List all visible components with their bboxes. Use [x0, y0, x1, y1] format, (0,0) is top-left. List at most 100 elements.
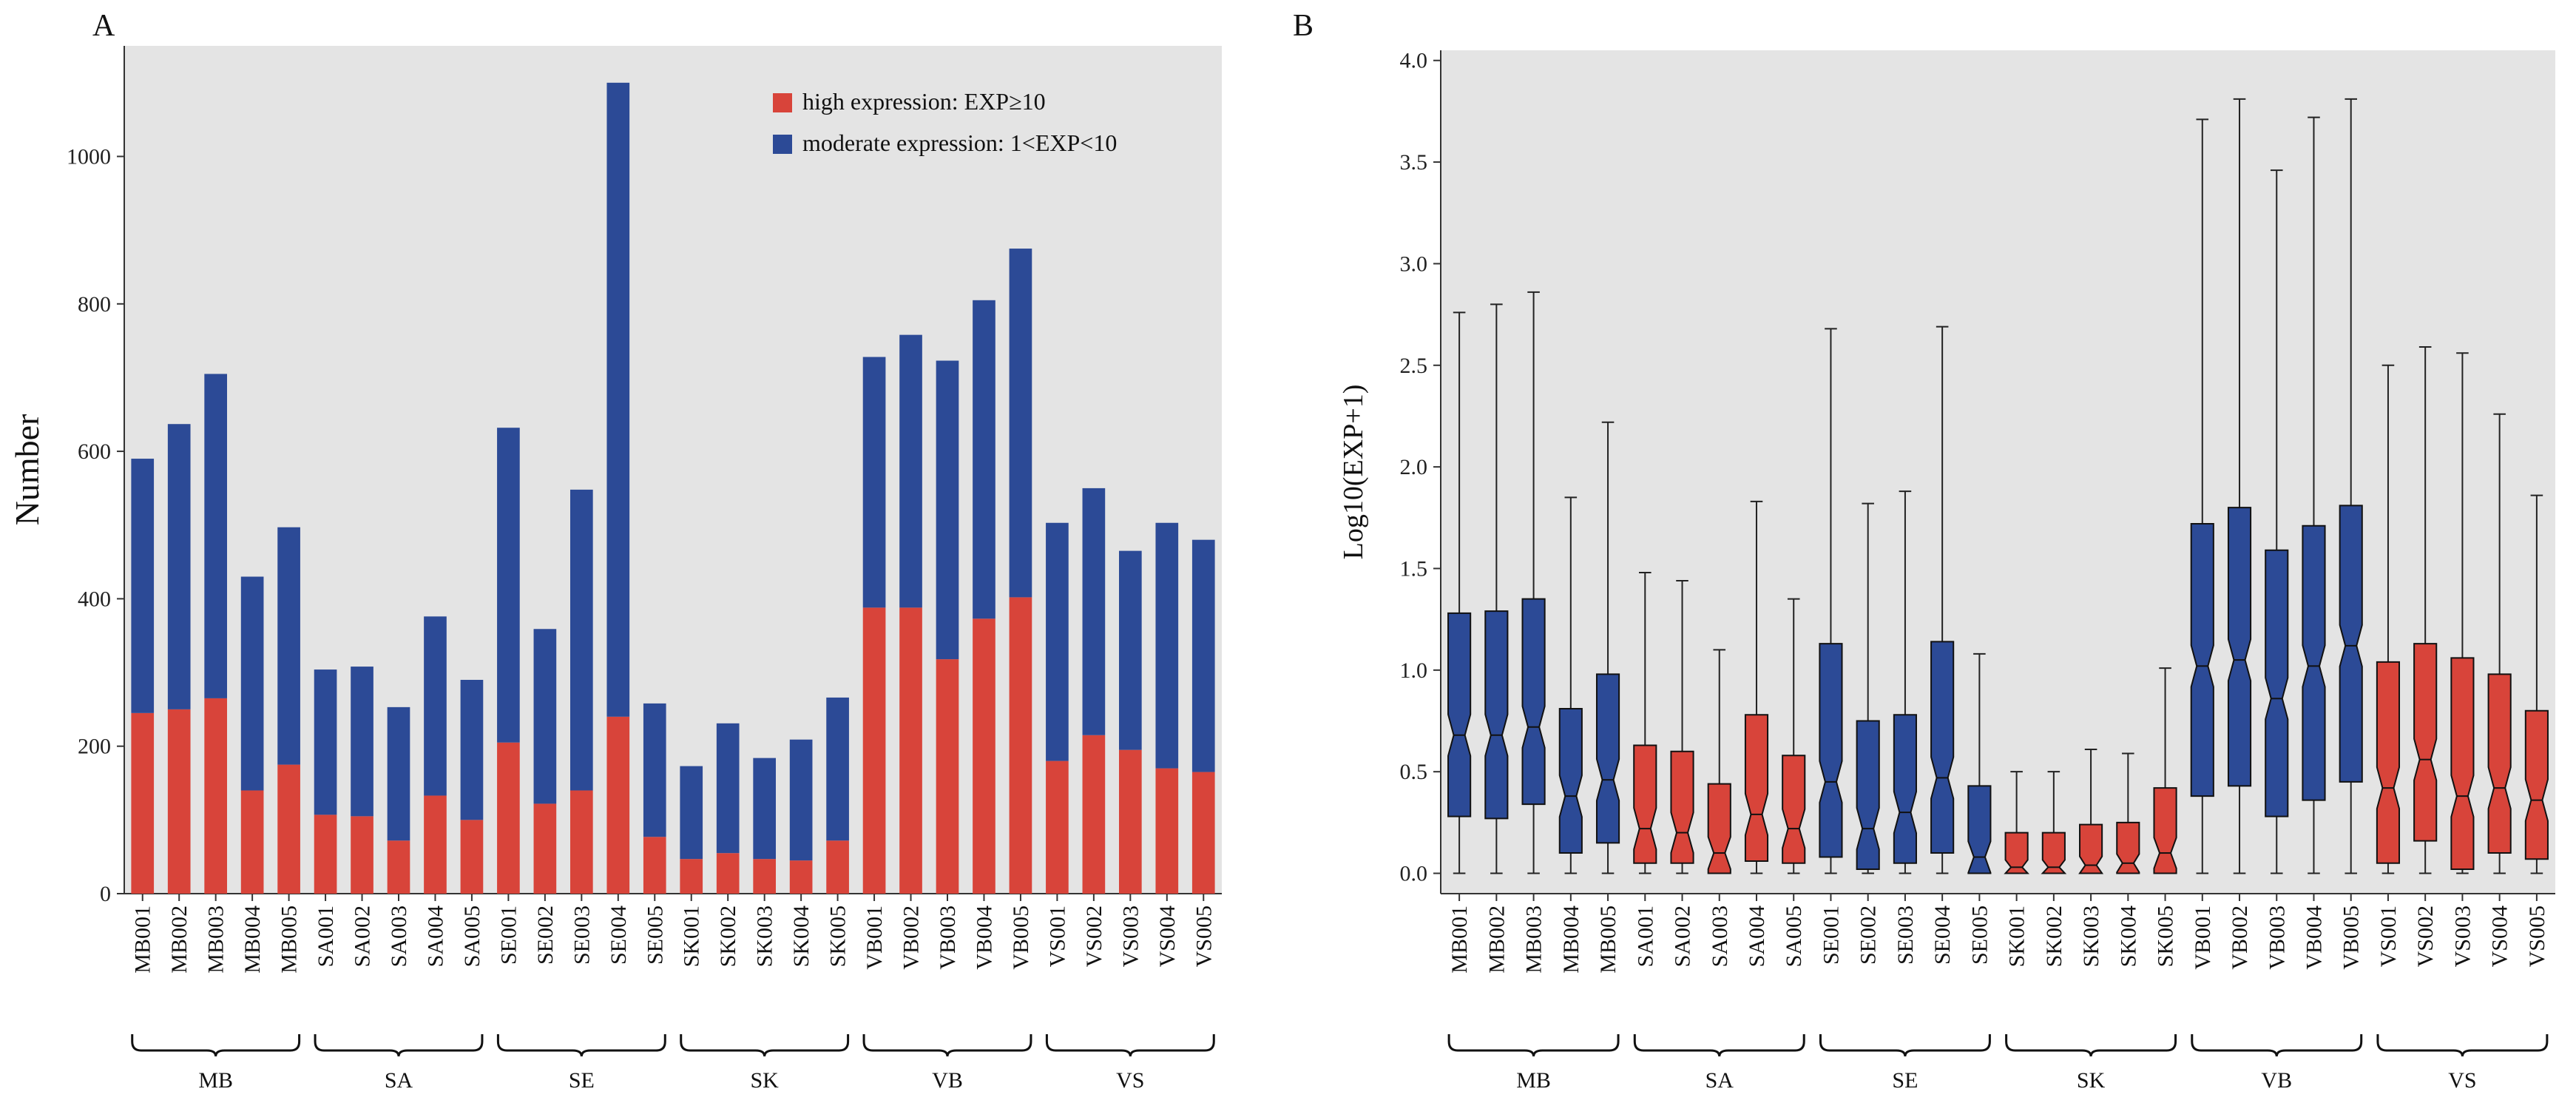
panel-b-x-tick-label: VS002 [2413, 905, 2438, 967]
panel-a-x-tick-label: SK004 [789, 905, 814, 967]
panel-a-bar-high-SK003 [753, 859, 777, 894]
panel-a-bar-high-VB004 [973, 618, 995, 894]
panel-b-group-brace-SA [1633, 1034, 1805, 1057]
panel-a-bar-high-MB003 [204, 698, 228, 894]
panel-a-group-label: VS [1116, 1068, 1144, 1093]
panel-a-x-tick-label: VS003 [1118, 905, 1143, 967]
panel-a-x-tick-label: SE001 [496, 905, 521, 965]
panel-b-box-VS001 [2376, 661, 2401, 864]
panel-a-bar-high-VS003 [1118, 749, 1142, 894]
panel-a-bar-moderate-MB001 [131, 459, 155, 713]
panel-b-x-tick-label: VB005 [2339, 905, 2364, 970]
panel-a-bar-high-VB005 [1009, 597, 1032, 894]
panel-a-bar-high-SA001 [314, 814, 337, 894]
panel-a-x-tick-label: SK002 [716, 905, 740, 967]
panel-a-bar-moderate-SA001 [314, 669, 337, 815]
panel-b-group-brace-SE [1819, 1034, 1991, 1057]
panel-b-box-SE005 [1967, 785, 1992, 874]
panel-a-x-tick-label: SK003 [753, 905, 777, 967]
panel-a-x-tick-label: VS005 [1191, 905, 1216, 967]
panel-b-box-SK004 [2116, 821, 2140, 874]
panel-b-box-VB002 [2227, 507, 2252, 787]
panel-a-x-tick-label: SA004 [423, 905, 447, 967]
panel-b-box-VB004 [2302, 524, 2326, 801]
panel-a-bar-high-VB002 [899, 607, 922, 894]
panel-b-x-tick-label: SK004 [2116, 905, 2140, 967]
panel-b-x-tick-label: SE005 [1967, 905, 1992, 965]
panel-a-bar-high-VS002 [1082, 735, 1106, 894]
panel-a-bar-moderate-SE004 [606, 82, 630, 717]
panel-a-bar-moderate-SE002 [533, 629, 557, 804]
panel-b-y-tick-label: 4.0 [1400, 49, 1428, 73]
panel-a-x-tick-label: SK001 [680, 905, 704, 967]
panel-b-x-tick-label: VB002 [2228, 905, 2252, 970]
panel-a-bar-moderate-SA002 [351, 667, 373, 817]
panel-a-x-tick-label: MB001 [131, 905, 155, 974]
panel-a-group-label: SK [750, 1068, 779, 1093]
panel-a-bar-moderate-SE005 [643, 703, 666, 837]
panel-a-x-tick-label: SK005 [826, 905, 851, 967]
panel-b-group-label: VB [2261, 1068, 2292, 1093]
legend-swatch-high [773, 93, 792, 112]
panel-a-x-tick-label: MB005 [277, 905, 302, 974]
panel-a-bar-moderate-SA004 [424, 616, 447, 796]
panel-b-y-axis-label: Log10(EXP+1) [1338, 385, 1369, 560]
panel-a-bar-high-SA002 [351, 816, 373, 894]
panel-b-x-tick-label: SE002 [1856, 905, 1881, 965]
panel-a-bar-moderate-SA005 [460, 680, 484, 820]
panel-a-x-tick-label: SA002 [351, 905, 375, 967]
panel-b-group-label: SA [1705, 1068, 1734, 1093]
panel-b-box-VS004 [2487, 673, 2512, 854]
panel-a-bar-high-SA003 [387, 840, 410, 894]
panel-a-x-tick-label: VS002 [1082, 905, 1106, 967]
panel-a-bar-high-SE003 [569, 790, 593, 894]
panel-b-box-SA005 [1782, 755, 1806, 864]
panel-b-x-tick-label: MB003 [1522, 905, 1546, 974]
panel-a-bar-high-SA004 [424, 795, 447, 894]
panel-b-box-SK005 [2153, 787, 2177, 874]
panel-a-bar-high-SE001 [497, 742, 520, 894]
panel-a-group-brace-SK [680, 1034, 850, 1057]
panel-b-x-tick-label: SA002 [1671, 905, 1695, 967]
panel-a-bar-high-SE005 [643, 837, 666, 894]
panel-b-box-MB001 [1447, 612, 1472, 817]
panel-b-x-tick-label: VS004 [2488, 905, 2512, 967]
legend-label-moderate: moderate expression: 1<EXP<10 [802, 129, 1117, 156]
panel-a-bar-high-VS004 [1155, 768, 1179, 894]
panel-a-letter: A [92, 9, 115, 43]
panel-a-bar-moderate-SA003 [387, 706, 410, 841]
panel-a-bar-moderate-SK003 [753, 758, 777, 860]
panel-a-bar-high-MB005 [277, 764, 300, 894]
panel-b-box-SA003 [1707, 783, 1731, 874]
panel-a-bar-moderate-VS004 [1155, 522, 1179, 769]
panel-a-bar-high-VB001 [862, 607, 886, 894]
panel-a-x-tick-label: VB005 [1009, 905, 1033, 970]
panel-a-y-axis-label: Number [8, 414, 46, 526]
panel-a-bar-high-VS001 [1046, 760, 1069, 894]
panel-a-x-tick-label: SE002 [533, 905, 558, 965]
panel-b-y-tick-label: 1.5 [1400, 556, 1428, 581]
panel-b-box-SK002 [2041, 832, 2067, 874]
panel-a-bar-moderate-VS005 [1191, 539, 1215, 772]
panel-a-bar-moderate-SK002 [716, 723, 740, 854]
panel-a-y-tick-label: 1000 [67, 144, 111, 169]
panel-a-x-tick-label: VB002 [899, 905, 924, 970]
panel-a-x-tick-label: VB004 [972, 905, 996, 970]
panel-b-box-VB003 [2265, 549, 2289, 817]
panel-b-x-tick-label: VB003 [2265, 905, 2289, 970]
panel-a-bar-high-SK002 [716, 853, 740, 894]
panel-b-x-tick-label: MB002 [1484, 905, 1509, 974]
panel-b-box-VB005 [2339, 505, 2363, 783]
panel-a-bar-high-SA005 [460, 820, 484, 894]
panel-b-plot-area [1441, 50, 2555, 894]
panel-a-plot-area [124, 46, 1222, 894]
panel-b-y-tick-label: 2.0 [1400, 455, 1428, 479]
panel-a-bar-high-SK001 [680, 859, 703, 894]
panel-a-group-brace-SA [314, 1034, 484, 1057]
panel-a-x-tick-label: SE005 [643, 905, 667, 965]
panel-a-x-tick-label: SE003 [569, 905, 594, 965]
panel-b-box-VS002 [2413, 643, 2438, 842]
panel-a-group-label: VB [932, 1068, 963, 1093]
panel-b-y-tick-label: 0.0 [1400, 862, 1428, 886]
panel-b-x-tick-label: SK005 [2154, 905, 2178, 967]
